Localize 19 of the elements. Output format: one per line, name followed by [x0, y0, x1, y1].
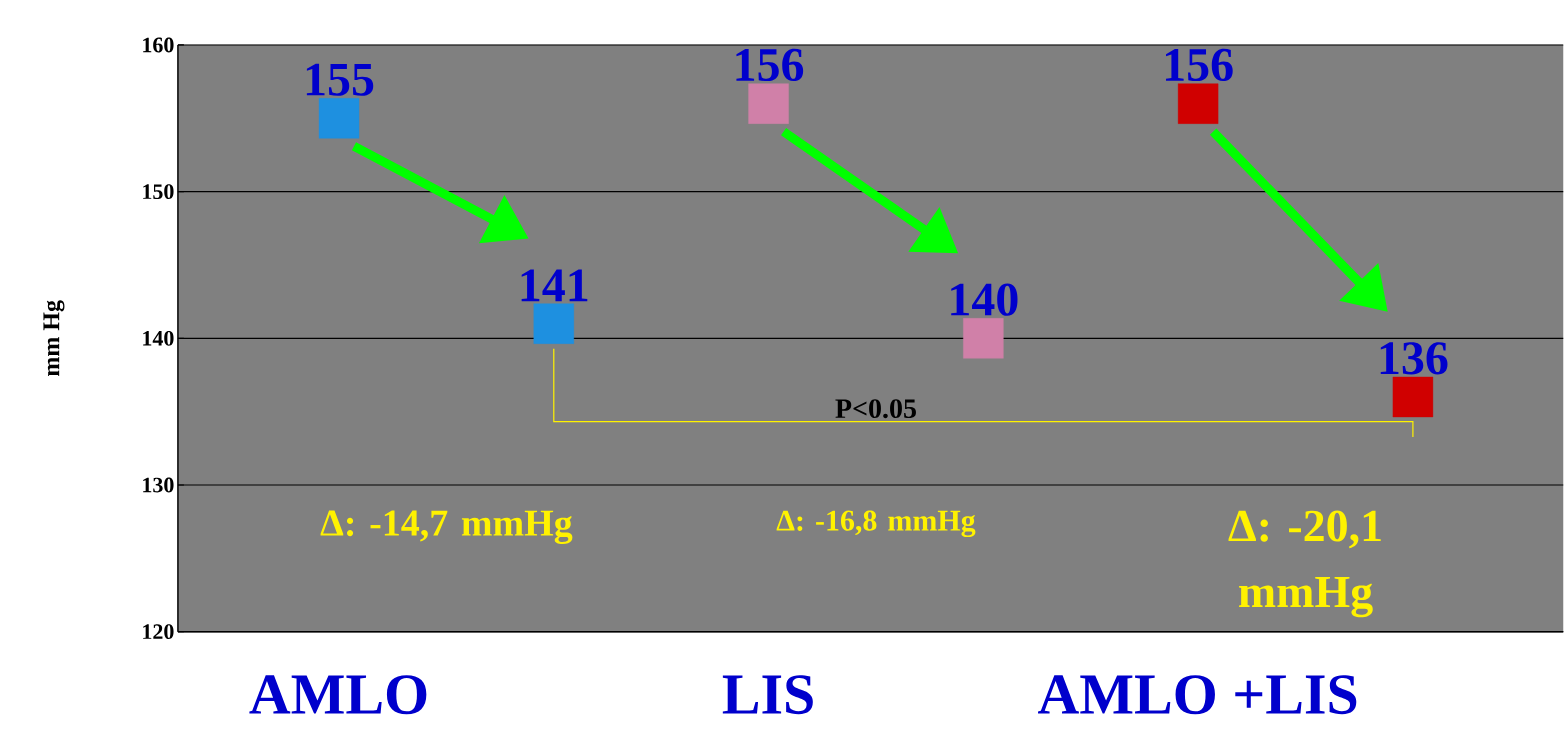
data-label: 155 [306, 63, 374, 96]
x-tick-label: AMLO +LIS [1038, 675, 1357, 715]
y-tick-label: 130 [143, 477, 174, 493]
annotation: Δ: -16,8 mmHg [776, 510, 976, 538]
data-label: 141 [521, 269, 588, 302]
y-tick-label: 140 [143, 331, 174, 346]
x-tick-label: LIS [722, 675, 813, 715]
data-label: 156 [1165, 49, 1233, 82]
data-label: 156 [736, 49, 804, 82]
x-tick-label: AMLO [249, 675, 427, 715]
y-axis-title: mm Hg [43, 300, 65, 377]
data-label: 136 [1380, 342, 1448, 375]
y-tick-label: 150 [143, 184, 174, 200]
annotation: P<0.05 [835, 399, 916, 419]
annotation: Δ: -20,1 mmHg [1228, 510, 1381, 618]
y-tick-label: 120 [143, 624, 174, 640]
annotation: Δ: -14,7 mmHg [320, 510, 573, 545]
data-label: 140 [951, 283, 1018, 316]
y-tick-label: 160 [143, 37, 174, 53]
